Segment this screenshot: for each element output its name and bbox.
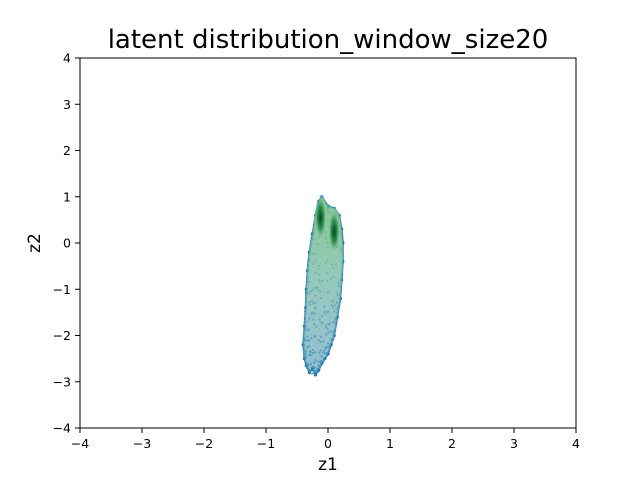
y-tick-label: 3: [63, 97, 71, 112]
x-tick-label: 1: [386, 436, 394, 451]
x-tick-label: 4: [572, 436, 580, 451]
x-tick-label: −2: [195, 436, 213, 451]
y-axis-ticks: −4 −3 −2 −1 0 1 2 3 4: [53, 51, 80, 436]
y-tick-label: 0: [63, 236, 71, 251]
x-axis-label: z1: [318, 455, 338, 475]
y-tick-label: 1: [63, 189, 71, 204]
x-tick-label: 0: [324, 436, 332, 451]
y-tick-label: −4: [53, 421, 71, 436]
y-tick-label: 4: [63, 51, 71, 66]
density-peak: [327, 205, 341, 257]
y-axis-label: z2: [25, 233, 45, 253]
x-axis-ticks: −4 −3 −2 −1 0 1 2 3 4: [71, 428, 580, 451]
y-tick-label: −1: [53, 282, 71, 297]
density-peak: [314, 192, 328, 244]
y-tick-label: −3: [53, 374, 71, 389]
x-tick-label: 3: [510, 436, 518, 451]
y-tick-label: 2: [63, 143, 71, 158]
x-tick-label: 2: [448, 436, 456, 451]
y-tick-label: −2: [53, 328, 71, 343]
x-tick-label: −1: [257, 436, 275, 451]
chart-title: latent distribution_window_size20: [108, 25, 549, 55]
x-tick-label: −3: [133, 436, 151, 451]
x-tick-label: −4: [71, 436, 89, 451]
